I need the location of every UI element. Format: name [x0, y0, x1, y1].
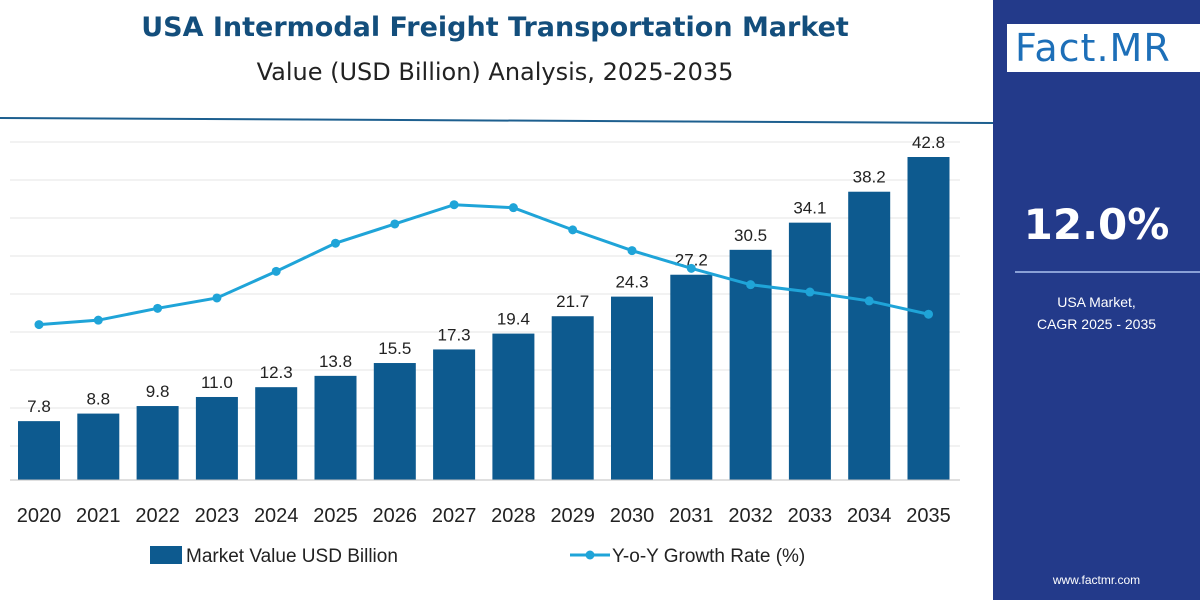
page-subtitle: Value (USD Billion) Analysis, 2025-2035 [256, 58, 734, 86]
x-tick-label: 2021 [76, 505, 121, 527]
bar-value-label: 17.3 [438, 325, 471, 344]
bar-value-label: 9.8 [146, 382, 170, 401]
cagr-value: 12.0% [1023, 200, 1170, 249]
growth-point [449, 200, 459, 210]
header-divider [0, 117, 993, 124]
x-tick-label: 2020 [17, 505, 62, 527]
bar-value-label: 21.7 [556, 292, 589, 311]
growth-point [93, 315, 103, 325]
x-tick-label: 2025 [313, 505, 358, 527]
bar [611, 296, 653, 480]
x-tick-label: 2027 [432, 505, 477, 527]
bar-value-label: 7.8 [27, 397, 51, 416]
bar [848, 191, 891, 480]
logo: Fact.MR [1015, 26, 1171, 70]
growth-point [271, 266, 281, 276]
cagr-label-period: CAGR 2025 - 2035 [1036, 316, 1157, 332]
x-tick-label: 2028 [491, 505, 536, 527]
growth-point [627, 246, 637, 256]
growth-line [38, 203, 929, 327]
bar [195, 396, 238, 480]
growth-point [331, 238, 340, 248]
x-tick-label: 2026 [373, 505, 418, 527]
bar-value-label: 24.3 [615, 273, 648, 292]
page-title: USA Intermodal Freight Transportation Ma… [141, 12, 849, 43]
x-tick-label: 2031 [669, 505, 714, 527]
bar [18, 421, 60, 480]
bar [788, 222, 831, 480]
bar-value-label: 30.5 [734, 226, 767, 245]
growth-point [390, 219, 400, 229]
x-tick-label: 2029 [550, 505, 595, 527]
bar [670, 274, 713, 480]
bar [433, 349, 476, 480]
bar [314, 375, 357, 480]
website-url: www.factmr.com [1052, 573, 1141, 587]
growth-point [34, 320, 44, 330]
growth-point [924, 309, 933, 319]
growth-point [805, 287, 815, 297]
bar [492, 333, 535, 480]
x-tick-label: 2035 [906, 505, 951, 527]
bar-value-label: 12.3 [260, 363, 293, 382]
x-tick-label: 2022 [135, 505, 180, 527]
legend-label-line: Y-o-Y Growth Rate (%) [612, 546, 805, 567]
x-tick-label: 2033 [788, 505, 833, 527]
growth-point [508, 203, 518, 213]
x-tick-label: 2023 [195, 505, 240, 527]
x-tick-label: 2032 [728, 505, 773, 527]
bar [373, 363, 416, 480]
logo-box [1007, 24, 1200, 72]
legend-swatch-point [585, 550, 595, 560]
cagr-label: USA Market, [1057, 294, 1136, 310]
bar [136, 406, 179, 480]
bar-value-label: 11.0 [201, 373, 233, 392]
growth-point [746, 280, 756, 290]
x-tick-label: 2024 [254, 505, 299, 527]
divider [1015, 271, 1200, 273]
bar-value-label: 8.8 [86, 390, 110, 409]
growth-point [568, 225, 578, 235]
bar-value-label: 38.2 [853, 168, 886, 187]
bar-value-label: 15.5 [378, 339, 411, 358]
bar [551, 316, 594, 480]
growth-point [212, 293, 222, 303]
bar [77, 413, 120, 480]
bar-value-label: 42.8 [912, 133, 945, 152]
x-tick-label: 2030 [610, 505, 655, 527]
growth-point [153, 303, 163, 313]
growth-point [864, 296, 874, 306]
bar-value-label: 13.8 [319, 352, 352, 371]
bar-value-label: 19.4 [497, 310, 530, 329]
bar-value-label: 34.1 [793, 199, 826, 218]
side-panel [993, 0, 1200, 600]
legend-swatch-bar [150, 546, 182, 564]
legend-label-bar: Market Value USD Billion [186, 546, 398, 567]
chart: 7.8 2020 8.8 2021 9.8 2022 11.0 2023 12.3 2024 13.… [0, 117, 993, 567]
bar [255, 387, 298, 480]
x-tick-label: 2034 [847, 505, 892, 527]
growth-point [686, 263, 696, 273]
